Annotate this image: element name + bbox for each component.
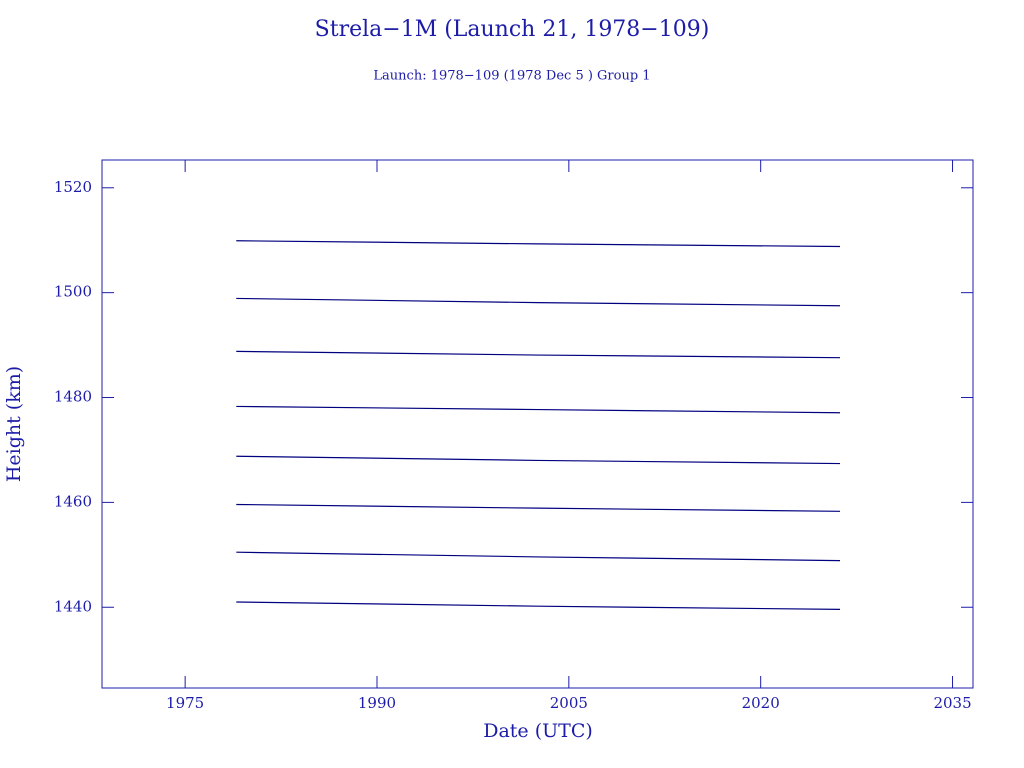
chart-title: Strela−1M (Launch 21, 1978−109): [315, 17, 710, 42]
series-line: [236, 503, 840, 512]
x-tick-label: 1990: [358, 694, 396, 712]
chart-subtitle: Launch: 1978−109 (1978 Dec 5 ) Group 1: [373, 69, 650, 84]
y-tick-label: 1500: [54, 283, 92, 301]
series-line: [236, 405, 840, 414]
x-tick-label: 1975: [166, 694, 204, 712]
series-line: [236, 240, 840, 248]
y-axis-label: Height (km): [3, 366, 25, 482]
y-tick-label: 1520: [54, 178, 92, 196]
y-tick-label: 1460: [54, 492, 92, 510]
series-line: [236, 601, 840, 610]
y-tick-label: 1480: [54, 388, 92, 406]
plot-frame: [101, 159, 974, 689]
series-line: [236, 551, 840, 562]
series-line: [236, 297, 840, 307]
x-axis-label: Date (UTC): [483, 720, 593, 742]
y-tick-label: 1440: [54, 597, 92, 615]
x-tick-label: 2005: [550, 694, 588, 712]
x-tick-label: 2035: [933, 694, 971, 712]
series-line: [236, 455, 840, 465]
x-tick-label: 2020: [742, 694, 780, 712]
series-line: [236, 350, 840, 359]
